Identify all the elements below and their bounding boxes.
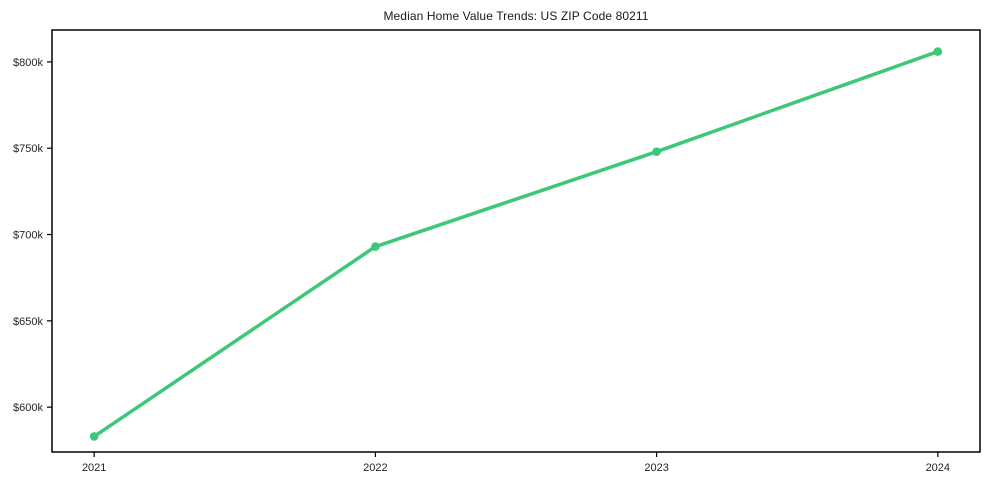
x-axis-tick-label: 2023 [644,462,668,474]
data-point-marker [89,432,99,441]
data-point-marker [933,47,943,56]
chart-title: Median Home Value Trends: US ZIP Code 80… [383,9,649,23]
plot-frame [51,29,981,453]
y-axis-tick-label: $750k [13,143,43,155]
x-axis-tick-label: 2022 [363,462,387,474]
y-axis-tick-label: $650k [13,316,43,328]
x-axis-tick-label: 2024 [926,462,950,474]
data-point-marker [652,147,661,156]
data-point-marker [371,242,380,251]
y-axis-tick-label: $700k [13,230,43,242]
y-axis-tick-label: $800k [13,57,43,69]
y-axis-tick-label: $600k [13,402,43,414]
trend-line [92,49,940,439]
x-axis-tick-label: 2021 [82,462,106,474]
